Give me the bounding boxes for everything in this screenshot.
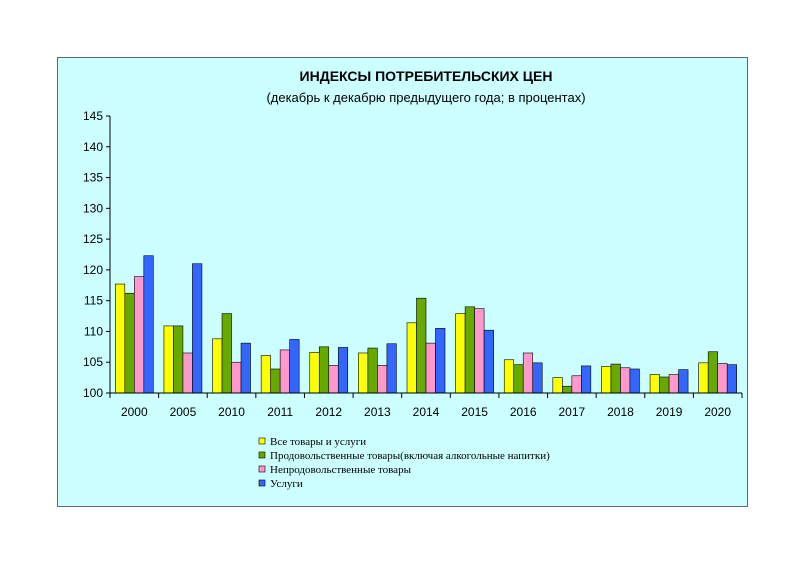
- legend-label: Услуги: [270, 478, 303, 490]
- x-tick-label: 2000: [121, 405, 148, 419]
- bar: [707, 351, 718, 394]
- bar: [134, 276, 145, 394]
- bar: [455, 313, 466, 394]
- bar: [328, 364, 339, 394]
- bars: [115, 255, 737, 394]
- bar: [717, 363, 728, 394]
- legend-swatch: [258, 437, 266, 445]
- y-tick-label: 105: [83, 355, 103, 369]
- bar: [270, 368, 281, 394]
- x-axis: 2000 2005 2010 2011 2012 2013 2014 2015 2016 2017…: [109, 392, 743, 419]
- bar: [581, 365, 592, 394]
- chart-title: ИНДЕКСЫ ПОТРЕБИТЕЛЬСКИХ ЦЕН: [300, 68, 553, 84]
- x-tick-label: 2016: [510, 405, 537, 419]
- x-tick-label: 2011: [267, 405, 293, 419]
- bar: [367, 347, 378, 394]
- bar: [425, 342, 436, 394]
- y-tick-label: 130: [83, 201, 103, 215]
- chart-svg: ИНДЕКСЫ ПОТРЕБИТЕЛЬСКИХ ЦЕН (декабрь к д…: [83, 68, 743, 490]
- bar: [182, 352, 193, 394]
- bar: [289, 339, 300, 394]
- bar: [192, 263, 203, 394]
- bar: [386, 343, 397, 394]
- legend-label: Все товары и услуги: [270, 436, 366, 448]
- bar: [163, 325, 174, 394]
- bar: [464, 306, 475, 394]
- bar: [562, 385, 573, 394]
- bar: [309, 352, 320, 394]
- bar: [143, 255, 154, 394]
- bar: [503, 359, 515, 394]
- legend-swatch: [258, 451, 266, 459]
- bar: [240, 342, 251, 394]
- bar: [668, 374, 679, 394]
- y-axis: 100 105 110 115 120 125 130 135 140 145: [83, 109, 111, 400]
- chart-frame: ИНДЕКСЫ ПОТРЕБИТЕЛЬСКИХ ЦЕН (декабрь к д…: [57, 57, 748, 507]
- legend-swatch: [258, 479, 266, 487]
- x-tick-label: 2010: [218, 405, 245, 419]
- bar: [678, 369, 689, 394]
- bar: [601, 366, 612, 394]
- x-tick-label: 2012: [315, 405, 342, 419]
- bar: [474, 308, 485, 394]
- bar: [221, 313, 232, 394]
- bar: [522, 352, 534, 394]
- x-tick-label: 2020: [704, 405, 731, 419]
- bar: [552, 377, 563, 394]
- bar: [212, 338, 223, 394]
- bar: [698, 362, 709, 394]
- x-tick-label: 2015: [461, 405, 488, 419]
- bar: [318, 346, 330, 394]
- y-tick-label: 110: [84, 324, 103, 338]
- x-tick-label: 2013: [364, 405, 391, 419]
- y-tick-label: 115: [84, 294, 103, 308]
- bar: [483, 329, 494, 394]
- bar: [726, 364, 737, 394]
- legend: Все товары и услуги Продовольственные тов…: [258, 436, 550, 490]
- bar: [416, 297, 427, 394]
- bar: [173, 325, 184, 394]
- legend-label: Непродовольственные товары: [270, 464, 412, 476]
- bar: [659, 376, 670, 394]
- bar: [571, 375, 582, 394]
- bar: [620, 367, 631, 394]
- bar: [610, 363, 621, 394]
- bar: [115, 283, 126, 394]
- x-tick-label: 2019: [656, 405, 683, 419]
- bar: [377, 364, 388, 394]
- bar: [406, 322, 417, 394]
- legend-swatch: [258, 465, 266, 473]
- bar: [629, 368, 640, 394]
- x-tick-label: 2005: [170, 405, 197, 419]
- legend-label: Продовольственные товары(включая алкогол…: [270, 450, 550, 462]
- bar: [337, 347, 349, 394]
- x-tick-label: 2018: [607, 405, 634, 419]
- bar: [124, 292, 135, 394]
- bar: [231, 361, 242, 394]
- bar: [435, 328, 446, 394]
- y-tick-label: 120: [83, 263, 103, 277]
- y-tick-label: 125: [83, 232, 103, 246]
- bar: [260, 355, 271, 394]
- bar: [279, 349, 290, 394]
- y-tick-label: 100: [83, 386, 103, 400]
- x-tick-label: 2014: [413, 405, 440, 419]
- x-tick-label: 2017: [558, 405, 585, 419]
- bar: [649, 374, 660, 394]
- y-tick-label: 135: [83, 171, 103, 185]
- bar: [532, 362, 543, 394]
- bar: [513, 364, 524, 394]
- bar: [358, 352, 369, 394]
- y-tick-label: 145: [83, 109, 103, 123]
- y-tick-label: 140: [83, 140, 103, 154]
- chart-subtitle: (декабрь к декабрю предыдущего года; в п…: [266, 90, 585, 105]
